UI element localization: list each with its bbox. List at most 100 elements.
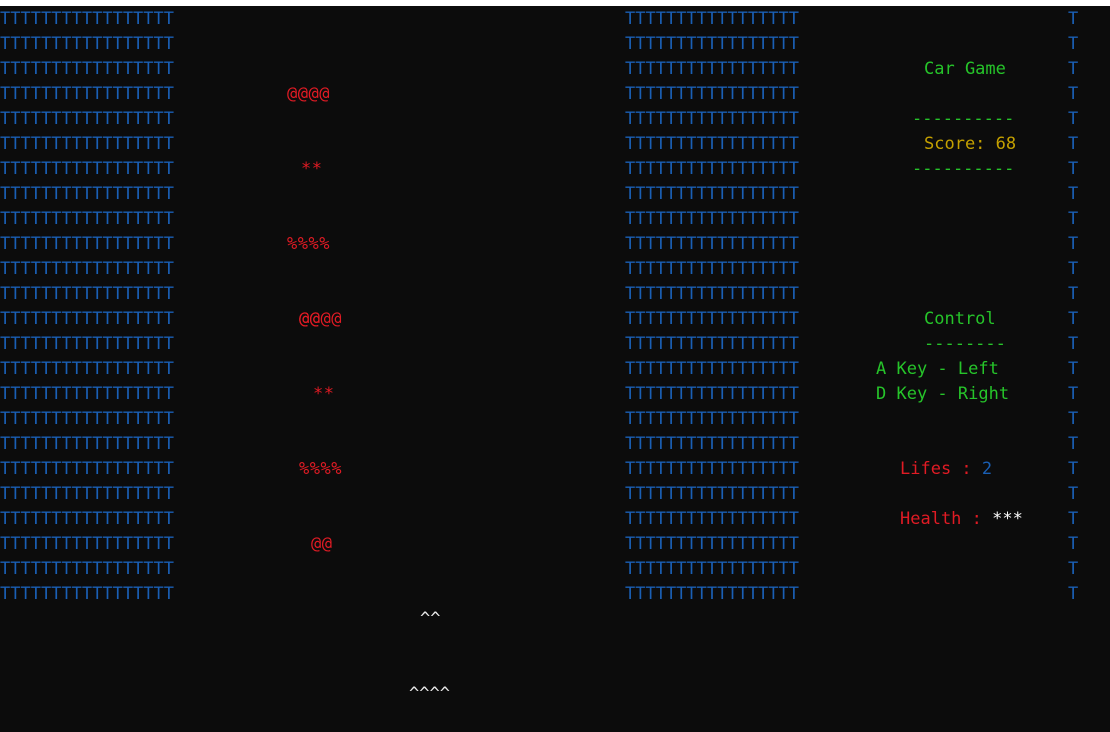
enemy-car: @@@@ ** %%%% @@ [287,32,347,357]
wall-row: T [1068,509,1079,529]
game-title: Car Game [924,59,1006,79]
control-divider: -------- [924,334,1006,354]
wall-row: TTTTTTTTTTTTTTTTT [625,184,799,204]
wall-row: TTTTTTTTTTTTTTTTT [625,409,799,429]
wall-row: TTTTTTTTTTTTTTTTT [625,234,799,254]
console-top-border [0,0,1110,6]
wall-row: T [1068,384,1079,404]
wall-row: T [1068,484,1079,504]
wall-row: TTTTTTTTTTTTTTTTT [625,259,799,279]
enemy-car: @@@@ ** %%%% @@ [299,257,359,582]
wall-row: T [1068,34,1079,54]
wall-row: TTTTTTTTTTTTTTTTT [625,34,799,54]
score-value: 68 [995,134,1017,154]
wall-row: TTTTTTTTTTTTTTTTT [625,484,799,504]
player-car-row: ^^ [420,609,441,629]
wall-row: T [1068,159,1079,179]
enemy-car-row: @@@@ [299,309,342,329]
wall-row: TTTTTTTTTTTTTTTTT [625,209,799,229]
wall-row: TTTTTTTTTTTTTTTTT [0,459,174,479]
wall-row: T [1068,309,1079,329]
right-key-hint: D Key - Right [876,384,1010,404]
wall-row: TTTTTTTTTTTTTTTTT [0,59,174,79]
wall-row: TTTTTTTTTTTTTTTTT [0,434,174,454]
wall-row: TTTTTTTTTTTTTTTTT [0,334,174,354]
wall-row: TTTTTTTTTTTTTTTTT [0,159,174,179]
enemy-car-row: @@ [311,534,333,554]
health-value: *** [992,509,1023,529]
health-display: Health : *** [900,507,1023,532]
wall-row: T [1068,359,1079,379]
player-car: ^^ ^^^^ [409,557,469,732]
enemy-car-row: @@@@ [287,84,330,104]
wall-row: TTTTTTTTTTTTTTTTT [625,84,799,104]
wall-row: TTTTTTTTTTTTTTTTT [0,509,174,529]
wall-row: TTTTTTTTTTTTTTTTT [0,484,174,504]
wall-row: TTTTTTTTTTTTTTTTT [0,284,174,304]
control-title: Control [924,309,996,329]
right-road-wall: TTTTTTTTTTTTTTTTT TTTTTTTTTTTTTTTTT TTTTTT… [625,7,830,607]
enemy-car-row: @@ [299,309,321,329]
wall-row: TTTTTTTTTTTTTTTTT [625,159,799,179]
wall-row: TTTTTTTTTTTTTTTTT [0,184,174,204]
wall-row: T [1068,284,1079,304]
wall-row: TTTTTTTTTTTTTTTTT [0,309,174,329]
wall-row: TTTTTTTTTTTTTTTTT [0,534,174,554]
enemy-car-row: %%%% [299,459,342,479]
left-key-hint: A Key - Left [876,359,999,379]
wall-row: TTTTTTTTTTTTTTTTT [0,359,174,379]
wall-row: TTTTTTTTTTTTTTTTT [625,534,799,554]
enemy-car-row: ** [313,384,335,404]
wall-row: TTTTTTTTTTTTTTTTT [0,209,174,229]
wall-row: T [1068,84,1079,104]
wall-row: T [1068,259,1079,279]
wall-row: T [1068,109,1079,129]
score-display: Score: 68 [924,132,1016,157]
wall-row: TTTTTTTTTTTTTTTTT [0,84,174,104]
player-car-row: ^^^^ [409,684,450,704]
wall-row: T [1068,584,1079,604]
score-label: Score: [924,134,986,154]
wall-row: T [1068,534,1079,554]
wall-row: TTTTTTTTTTTTTTTTT [625,309,799,329]
wall-row: T [1068,234,1079,254]
wall-row: TTTTTTTTTTTTTTTTT [0,409,174,429]
lifes-display: Lifes : 2 [900,457,992,482]
wall-row: T [1068,559,1079,579]
wall-row: TTTTTTTTTTTTTTTTT [625,134,799,154]
wall-row: T [1068,334,1079,354]
wall-row: TTTTTTTTTTTTTTTTT [625,509,799,529]
wall-row: TTTTTTTTTTTTTTTTT [625,459,799,479]
enemy-car-row: %%%% [287,234,330,254]
wall-row: T [1068,459,1079,479]
wall-row: TTTTTTTTTTTTTTTTT [625,334,799,354]
wall-row: TTTTTTTTTTTTTTTTT [0,584,174,604]
wall-row: TTTTTTTTTTTTTTTTT [0,34,174,54]
wall-row: T [1068,9,1079,29]
wall-row: TTTTTTTTTTTTTTTTT [625,434,799,454]
wall-row: T [1068,209,1079,229]
wall-row: TTTTTTTTTTTTTTTTT [625,584,799,604]
score-divider-bottom: ---------- [912,159,1015,179]
left-road-wall: TTTTTTTTTTTTTTTTT TTTTTTTTTTTTTTTTT TTTTTT… [0,7,205,607]
lifes-value: 2 [981,459,993,479]
wall-row: T [1068,409,1079,429]
wall-row: TTTTTTTTTTTTTTTTT [0,134,174,154]
wall-row: TTTTTTTTTTTTTTTTT [0,559,174,579]
wall-row: TTTTTTTTTTTTTTTTT [0,109,174,129]
wall-row: T [1068,59,1079,79]
enemy-car-row: ** [301,159,323,179]
wall-row: TTTTTTTTTTTTTTTTT [0,234,174,254]
wall-row: T [1068,134,1079,154]
wall-row: TTTTTTTTTTTTTTTTT [625,109,799,129]
lifes-label: Lifes : [900,459,972,479]
wall-row: T [1068,184,1079,204]
wall-row: TTTTTTTTTTTTTTTTT [625,359,799,379]
wall-row: TTTTTTTTTTTTTTTTT [625,384,799,404]
wall-row: TTTTTTTTTTTTTTTTT [625,59,799,79]
wall-row: TTTTTTTTTTTTTTTTT [625,284,799,304]
wall-row: TTTTTTTTTTTTTTTTT [0,259,174,279]
score-divider-top: ---------- [912,109,1015,129]
health-label: Health : [900,509,982,529]
